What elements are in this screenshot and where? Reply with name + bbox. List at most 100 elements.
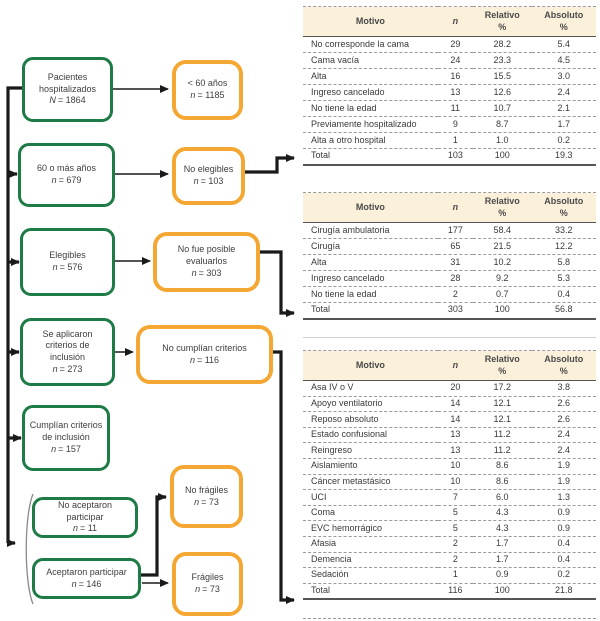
- table-row: Ingreso cancelado 28 9.2 5.3: [303, 270, 596, 287]
- value-cell: 10: [437, 474, 473, 491]
- col-n: n: [437, 6, 473, 37]
- table-row: Apoyo ventilatorio 14 12.1 2.6: [303, 396, 596, 413]
- box-no-cumplian-criterios: No cumplían criterios n = 116: [136, 325, 273, 384]
- box-count: n = 146: [71, 578, 102, 589]
- col-absoluto: Absoluto%: [531, 350, 596, 381]
- value-cell: 28.2: [472, 36, 532, 53]
- motivo-cell: Previamente hospitalizado: [303, 116, 438, 133]
- table-row: Total 303 100 56.8: [303, 302, 596, 320]
- box-label: Aceptaron participar: [46, 566, 127, 577]
- motivo-cell: Cirugía ambulatoria: [303, 222, 438, 239]
- table-row: Coma 5 4.3 0.9: [303, 505, 596, 522]
- motivo-cell: EVC hemorrágico: [303, 520, 438, 537]
- value-cell: 1: [437, 132, 473, 149]
- box-cumplian-criterios: Cumplían criterios de inclusión n = 157: [22, 405, 110, 471]
- motivo-cell: No tiene la edad: [303, 100, 438, 117]
- box-no-fragiles: No frágiles n = 73: [170, 465, 243, 528]
- trunk-line: [6, 86, 22, 543]
- value-cell: 13: [437, 427, 473, 444]
- table-row: Previamente hospitalizado 9 8.7 1.7: [303, 116, 596, 133]
- value-cell: 13: [437, 442, 473, 459]
- value-cell: 21.8: [531, 583, 596, 600]
- table-row: Reposo absoluto 14 12.1 2.6: [303, 411, 596, 428]
- motivo-cell: Afasia: [303, 536, 438, 553]
- box-no-fue-posible-evaluarlos: No fue posible evaluarlos n = 303: [153, 232, 260, 292]
- value-cell: 15.5: [472, 68, 532, 85]
- box-count: n = 103: [193, 176, 224, 186]
- col-absoluto: Absoluto%: [531, 192, 596, 223]
- value-cell: 116: [437, 583, 473, 600]
- box-se-aplicaron-criterios: Se aplicaron criterios de inclusión n = 2…: [20, 318, 115, 386]
- table-row: Demencia 2 1.7 0.4: [303, 552, 596, 569]
- box-count: n = 11: [72, 523, 98, 534]
- motivo-cell: Ingreso cancelado: [303, 270, 438, 287]
- value-cell: 9.2: [472, 270, 532, 287]
- value-cell: 58.4: [472, 222, 532, 239]
- table-row: Alta 31 10.2 5.8: [303, 254, 596, 271]
- value-cell: 2: [437, 536, 473, 553]
- value-cell: 24: [437, 52, 473, 69]
- value-cell: 2: [437, 286, 473, 303]
- table-row: Reingreso 13 11.2 2.4: [303, 442, 596, 459]
- table-row: Aislamiento 10 8.6 1.9: [303, 458, 596, 475]
- motivo-cell: Sedación: [303, 567, 438, 584]
- value-cell: 12.6: [472, 84, 532, 101]
- value-cell: 3.0: [531, 68, 596, 85]
- box-count: n = 1185: [190, 90, 225, 100]
- value-cell: 29: [437, 36, 473, 53]
- box-menor-60-anios: < 60 años n = 1185: [172, 60, 243, 120]
- value-cell: 10: [437, 458, 473, 475]
- value-cell: 21.5: [472, 238, 532, 255]
- box-label: Cumplían criterios de inclusión: [29, 420, 103, 443]
- value-cell: 10.2: [472, 254, 532, 271]
- box-label: < 60 años: [187, 78, 228, 89]
- value-cell: 4.5: [531, 52, 596, 69]
- value-cell: 5.3: [531, 270, 596, 287]
- motivo-cell: Cáncer metastásico: [303, 474, 438, 491]
- table-row: Cáncer metastásico 10 8.6 1.9: [303, 474, 596, 491]
- elbow-nocumplen-table3: [272, 350, 295, 604]
- box-label: Elegibles: [49, 250, 86, 261]
- box-count: n = 273: [52, 363, 83, 374]
- value-cell: 12.2: [531, 238, 596, 255]
- table-row: Total 103 100 19.3: [303, 148, 596, 166]
- table-row: EVC hemorrágico 5 4.3 0.9: [303, 520, 596, 537]
- divider-line: [303, 337, 596, 338]
- value-cell: 1: [437, 567, 473, 584]
- box-no-elegibles: No elegibles n = 103: [172, 147, 245, 205]
- group-bracket: [25, 493, 34, 605]
- motivo-cell: No corresponde la cama: [303, 36, 438, 53]
- value-cell: 2.6: [531, 411, 596, 428]
- value-cell: 1.7: [531, 116, 596, 133]
- motivo-cell: Coma: [303, 505, 438, 522]
- value-cell: 16: [437, 68, 473, 85]
- table-row: Afasia 2 1.7 0.4: [303, 536, 596, 553]
- motivo-cell: Asa IV o V: [303, 380, 438, 397]
- box-60-o-mas-anios: 60 o más años n = 679: [18, 143, 115, 207]
- motivo-cell: UCI: [303, 489, 438, 506]
- value-cell: 23.3: [472, 52, 532, 69]
- motivo-cell: Alta: [303, 68, 438, 85]
- col-motivo: Motivo: [303, 6, 438, 37]
- table-header-row: Motivo n Relativo% Absoluto%: [303, 192, 596, 223]
- box-label: 60 o más años: [36, 163, 97, 174]
- value-cell: 17.2: [472, 380, 532, 397]
- value-cell: 8.7: [472, 116, 532, 133]
- value-cell: 12.1: [472, 396, 532, 413]
- box-label: No elegibles: [183, 164, 234, 175]
- motivo-cell: Alta: [303, 254, 438, 271]
- motivo-cell: Apoyo ventilatorio: [303, 396, 438, 413]
- table-row: Estado confusional 13 11.2 2.4: [303, 427, 596, 444]
- motivo-cell: Reingreso: [303, 442, 438, 459]
- motivo-cell: Total: [303, 148, 438, 166]
- box-count: n = 73: [195, 584, 220, 594]
- elbow-aceptaron-nofragiles: [141, 493, 167, 577]
- box-label: Se aplicaron criterios de inclusión: [42, 328, 93, 362]
- col-relativo: Relativo%: [472, 350, 532, 381]
- table-row: No tiene la edad 2 0.7 0.4: [303, 286, 596, 303]
- box-fragiles: Frágiles n = 73: [172, 552, 243, 616]
- box-label: No fue posible evaluarlos: [177, 244, 236, 267]
- value-cell: 11.2: [472, 442, 532, 459]
- value-cell: 14: [437, 396, 473, 413]
